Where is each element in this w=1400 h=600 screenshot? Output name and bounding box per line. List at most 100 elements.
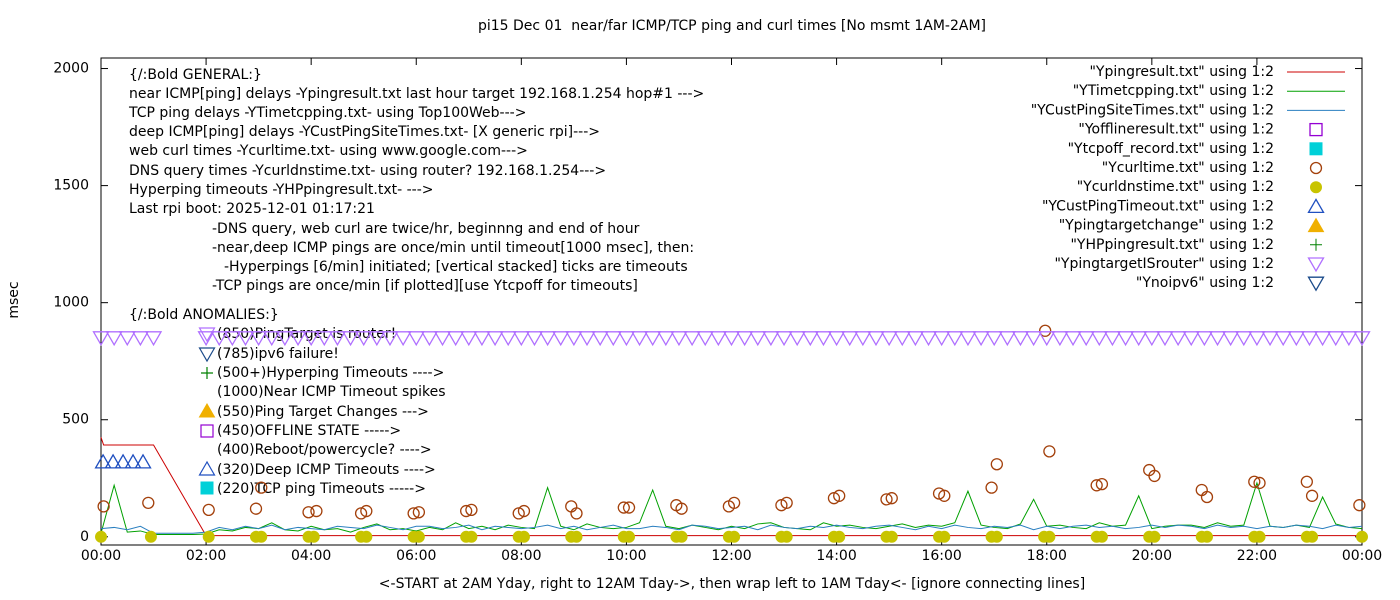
legend-label: "Ytcpoff_record.txt" using 1:2 xyxy=(1068,141,1274,157)
data-point xyxy=(1300,475,1313,488)
data-point xyxy=(788,331,806,347)
y-tick-label: 0 xyxy=(80,529,89,545)
data-point xyxy=(499,331,517,347)
data-point xyxy=(1169,331,1187,347)
data-point xyxy=(780,496,793,510)
data-point xyxy=(1353,331,1371,347)
data-point xyxy=(142,496,155,510)
data-point xyxy=(919,331,938,347)
data-point xyxy=(1182,331,1200,347)
data-point xyxy=(938,489,951,502)
x-tick-label: 06:00 xyxy=(396,548,436,564)
annotation: (785)ipv6 failure! xyxy=(217,346,339,362)
legend-swatch xyxy=(1310,181,1322,194)
data-point xyxy=(525,331,544,347)
data-point xyxy=(1195,331,1214,347)
data-point xyxy=(696,331,714,347)
data-point xyxy=(709,331,727,347)
data-point xyxy=(465,503,478,517)
data-point xyxy=(517,504,531,518)
legend-label: "Ypingresult.txt" using 1:2 xyxy=(1089,64,1274,80)
data-point xyxy=(578,331,596,347)
data-point xyxy=(1200,490,1214,504)
annotation-icon xyxy=(198,327,216,343)
data-point xyxy=(867,331,885,347)
annotation: web curl times -Ycurltime.txt- using www… xyxy=(129,143,528,159)
legend-label: "YCustPingSiteTimes.txt" using 1:2 xyxy=(1031,102,1274,118)
series-line xyxy=(100,524,1363,534)
data-point xyxy=(1235,331,1253,347)
data-point xyxy=(570,507,583,520)
data-point xyxy=(1306,530,1319,543)
data-point xyxy=(144,331,163,347)
data-point xyxy=(114,453,132,469)
data-point xyxy=(1222,331,1240,347)
x-tick-label: 12:00 xyxy=(711,548,751,564)
data-point xyxy=(1313,331,1332,347)
legend-swatch xyxy=(1307,198,1325,214)
annotations: {/:Bold GENERAL:} near ICMP[ping] delays… xyxy=(128,67,704,497)
x-tick-label: 00:00 xyxy=(1342,548,1382,564)
data-point xyxy=(1051,331,1069,347)
x-tick-label: 14:00 xyxy=(816,548,856,564)
x-tick-label: 02:00 xyxy=(186,548,226,564)
chart-title: pi15 Dec 01 near/far ICMP/TCP ping and c… xyxy=(478,18,986,34)
data-point xyxy=(302,506,315,519)
data-point xyxy=(447,331,465,347)
data-point xyxy=(1353,499,1366,512)
y-tick-label: 1000 xyxy=(53,295,89,311)
data-point xyxy=(412,530,425,543)
data-point xyxy=(465,530,478,543)
legend-label: "Ycurldnstime.txt" using 1:2 xyxy=(1077,179,1274,195)
data-point xyxy=(1248,331,1266,347)
legend-swatch xyxy=(1307,276,1325,292)
annotation: DNS query times -Ycurldnstime.txt- using… xyxy=(129,163,606,179)
x-tick-label: 08:00 xyxy=(501,548,541,564)
data-point xyxy=(249,502,263,515)
annotation: {/:Bold GENERAL:} xyxy=(129,67,262,83)
data-point xyxy=(368,331,386,347)
annotation: (500+)Hyperping Timeouts ----> xyxy=(217,365,444,381)
legend-label: "Ynoipv6" using 1:2 xyxy=(1136,275,1274,291)
data-point xyxy=(906,331,925,347)
annotation: (1000)Near ICMP Timeout spikes xyxy=(217,384,446,400)
annotation: (550)Ping Target Changes ---> xyxy=(217,404,429,420)
data-point xyxy=(604,331,622,347)
data-point xyxy=(657,331,675,347)
annotation: Last rpi boot: 2025-12-01 01:17:21 xyxy=(129,201,375,217)
y-axis-label: msec xyxy=(6,281,22,318)
data-point xyxy=(1253,476,1266,490)
legend-label: "Ypingtargetchange" using 1:2 xyxy=(1059,218,1274,234)
data-point xyxy=(1253,530,1266,543)
data-point xyxy=(1261,331,1279,347)
data-point xyxy=(854,331,872,347)
data-point xyxy=(933,331,951,347)
data-point xyxy=(630,331,649,347)
data-point xyxy=(959,331,977,347)
data-point xyxy=(1090,331,1108,347)
x-tick-label: 04:00 xyxy=(291,548,331,564)
data-point xyxy=(517,530,530,543)
data-point xyxy=(94,453,112,469)
data-point xyxy=(1103,331,1122,347)
data-point xyxy=(683,331,701,347)
legend-swatch xyxy=(1309,122,1323,137)
series-line xyxy=(100,481,1363,535)
annotation-icon xyxy=(198,402,216,418)
data-point xyxy=(1148,469,1161,483)
data-point xyxy=(565,331,583,347)
legend-swatch xyxy=(1309,142,1323,156)
data-point xyxy=(675,530,688,543)
data-point xyxy=(801,331,819,347)
data-point xyxy=(998,331,1016,347)
legend-swatch xyxy=(1307,257,1325,273)
data-point xyxy=(1095,530,1108,543)
data-point xyxy=(736,331,754,347)
data-point xyxy=(1130,331,1148,347)
data-point xyxy=(1116,331,1135,347)
data-point xyxy=(460,331,478,347)
annotation: Hyperping timeouts -YHPpingresult.txt- -… xyxy=(129,182,434,198)
data-point xyxy=(249,331,268,347)
annotation-icon xyxy=(198,347,216,363)
annotation: (220)TCP ping Timeouts -----> xyxy=(217,481,426,497)
